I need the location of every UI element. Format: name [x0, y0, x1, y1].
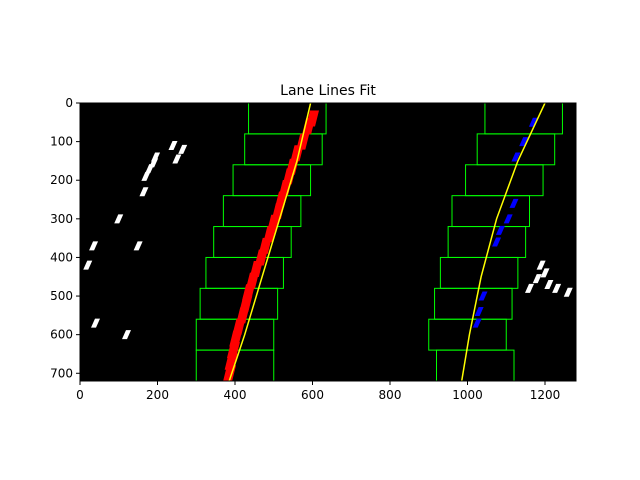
right-lane-pixels-point-2	[511, 152, 521, 162]
noise-pixels-point-10	[133, 241, 143, 251]
plot-background	[80, 103, 576, 381]
y-tick-label-5: 500	[50, 289, 73, 303]
x-tick-label-5: 1000	[452, 388, 483, 402]
noise-pixels-point-17	[544, 279, 554, 289]
left-lane-pixels	[223, 110, 319, 382]
right-fit-line	[460, 102, 546, 382]
noise-pixels-point-11	[83, 260, 93, 270]
x-tick-label-0: 0	[76, 388, 84, 402]
plot-area	[79, 102, 577, 382]
noise-pixels-point-9	[89, 241, 99, 251]
right-lane-pixels-point-7	[478, 291, 488, 301]
x-tick-label-6: 1200	[530, 388, 561, 402]
chart-title: Lane Lines Fit	[280, 83, 376, 99]
right-lane-pixels-point-3	[509, 198, 519, 208]
left-fit-line	[228, 102, 312, 382]
noise-pixels-point-16	[532, 274, 542, 284]
y-axis: 0 100 200 300 400 500 600 700	[50, 96, 80, 380]
noise-pixels-point-19	[525, 283, 534, 293]
noise-pixels-point-20	[563, 287, 573, 297]
y-tick-label-1: 100	[50, 135, 73, 149]
right-lane-pixels-point-6	[492, 237, 502, 247]
noise-pixels-point-13	[122, 330, 131, 340]
right-lane-pixels	[472, 117, 538, 328]
noise-pixels-point-6	[141, 171, 151, 181]
noise-pixels-point-5	[145, 164, 155, 174]
y-tick-label-4: 400	[50, 250, 73, 264]
noise-pixels-point-7	[139, 187, 149, 197]
noise-pixels	[83, 140, 573, 340]
right-lane-pixels-point-4	[503, 214, 513, 224]
right-lane-pixels-point-9	[472, 318, 482, 328]
y-tick-label-2: 200	[50, 173, 73, 187]
x-tick-label-4: 800	[379, 388, 402, 402]
noise-pixels-point-15	[540, 268, 550, 278]
noise-pixels-point-2	[172, 154, 182, 164]
noise-pixels-point-14	[536, 260, 546, 270]
right-lane-pixels-point-0	[528, 117, 538, 127]
y-tick-label-3: 300	[50, 212, 73, 226]
x-axis: 0 200 400 600 800 1000 1200	[76, 381, 560, 402]
right-lane-pixels-point-1	[519, 137, 529, 147]
x-tick-label-3: 600	[301, 388, 324, 402]
axes-frame	[79, 102, 577, 382]
y-tick-label-7: 700	[50, 366, 73, 380]
y-tick-label-6: 600	[50, 328, 73, 342]
x-tick-label-2: 400	[224, 388, 247, 402]
y-tick-label-0: 0	[65, 96, 73, 110]
right-lane-pixels-point-8	[474, 307, 484, 316]
noise-pixels-point-1	[178, 144, 188, 154]
right-lane-pixels-point-5	[495, 225, 505, 235]
noise-pixels-point-18	[552, 283, 562, 293]
noise-pixels-point-12	[91, 318, 100, 328]
x-tick-label-1: 200	[146, 388, 169, 402]
noise-pixels-point-0	[168, 140, 178, 150]
noise-pixels-point-8	[114, 214, 124, 224]
